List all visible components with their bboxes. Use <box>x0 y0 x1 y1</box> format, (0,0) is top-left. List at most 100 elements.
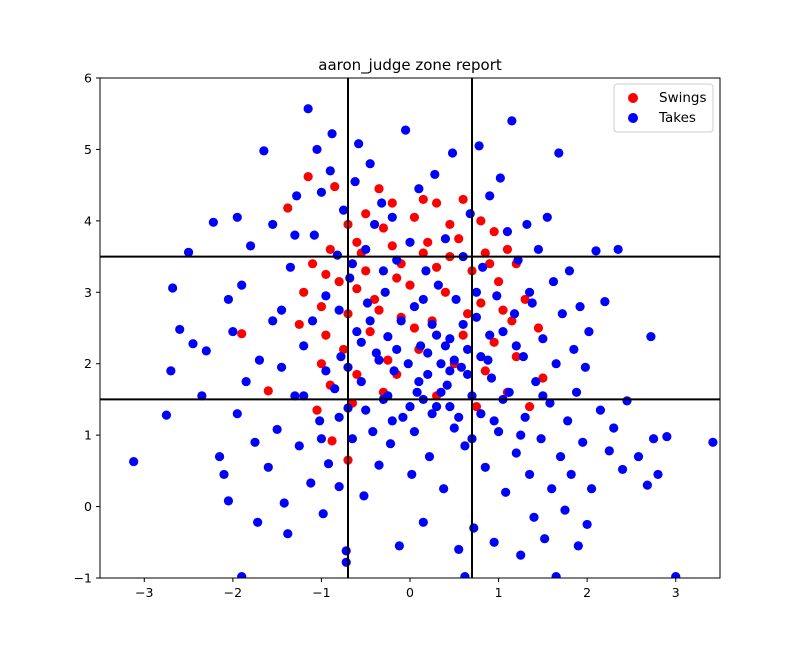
data-point-takes <box>569 344 579 355</box>
x-tick-label: 0 <box>406 585 414 600</box>
data-point-takes <box>352 326 362 337</box>
data-point-swings <box>409 212 420 222</box>
data-point-swings <box>480 366 490 376</box>
data-point-takes <box>354 139 364 149</box>
data-point-takes <box>600 296 610 307</box>
data-point-takes <box>575 301 585 312</box>
data-point-takes <box>371 348 381 358</box>
data-point-takes <box>398 412 408 422</box>
data-point-takes <box>580 362 590 372</box>
data-point-swings <box>538 373 548 383</box>
data-point-takes <box>511 448 521 458</box>
data-point-takes <box>445 401 455 412</box>
data-point-takes <box>250 437 260 447</box>
data-point-swings <box>352 237 362 247</box>
data-point-takes <box>653 469 663 480</box>
data-point-takes <box>524 287 535 297</box>
data-point-swings <box>507 316 517 326</box>
data-point-takes <box>356 337 366 347</box>
data-point-takes <box>485 191 495 201</box>
data-point-takes <box>272 424 282 435</box>
data-point-takes <box>424 451 435 462</box>
data-point-takes <box>538 334 548 344</box>
data-point-swings <box>316 301 327 312</box>
data-point-swings <box>458 194 468 205</box>
data-point-takes <box>511 341 521 351</box>
data-point-takes <box>454 412 464 422</box>
data-point-takes <box>447 148 458 158</box>
data-point-takes <box>318 509 328 519</box>
data-point-takes <box>509 309 520 319</box>
data-point-swings <box>283 203 293 213</box>
data-point-swings <box>325 244 335 255</box>
data-point-takes <box>633 451 644 462</box>
data-point-takes <box>294 441 304 451</box>
data-point-takes <box>440 341 451 351</box>
data-point-takes <box>566 469 576 480</box>
data-point-takes <box>387 416 397 426</box>
data-point-swings <box>493 276 504 287</box>
data-point-takes <box>374 355 384 365</box>
data-point-takes <box>334 481 344 492</box>
data-point-swings <box>462 309 473 319</box>
data-point-takes <box>369 219 380 230</box>
data-point-takes <box>489 416 499 426</box>
data-point-takes <box>613 244 623 255</box>
data-point-swings <box>392 273 402 283</box>
data-point-takes <box>334 305 344 315</box>
data-point-swings <box>502 244 513 255</box>
data-point-takes <box>276 362 287 372</box>
data-point-takes <box>485 330 495 340</box>
data-point-takes <box>188 339 198 349</box>
data-point-takes <box>197 391 207 401</box>
data-point-takes <box>237 571 247 578</box>
data-point-swings <box>405 280 415 290</box>
data-point-takes <box>283 529 293 539</box>
data-point-takes <box>361 405 371 415</box>
data-point-takes <box>442 380 452 390</box>
data-point-takes <box>356 376 366 387</box>
data-point-takes <box>460 571 470 578</box>
data-point-takes <box>290 391 300 401</box>
data-point-takes <box>232 212 242 222</box>
data-point-takes <box>214 451 225 462</box>
data-point-takes <box>259 146 269 156</box>
data-point-takes <box>531 376 541 387</box>
data-point-takes <box>368 426 378 437</box>
data-point-takes <box>436 387 446 397</box>
data-point-takes <box>307 316 318 326</box>
y-tick-label: 6 <box>84 71 92 86</box>
data-point-takes <box>334 412 344 422</box>
data-point-swings <box>374 184 384 194</box>
data-point-takes <box>456 362 466 372</box>
data-point-takes <box>595 405 606 415</box>
data-point-takes <box>460 441 470 451</box>
data-point-swings <box>418 248 428 258</box>
data-point-swings <box>321 269 331 280</box>
data-point-takes <box>409 301 420 312</box>
data-point-swings <box>378 223 389 233</box>
data-point-swings <box>316 359 327 369</box>
data-point-takes <box>321 291 331 301</box>
data-point-takes <box>586 484 597 494</box>
data-point-takes <box>498 326 508 337</box>
data-point-takes <box>299 341 309 351</box>
data-point-takes <box>542 212 552 222</box>
data-point-takes <box>642 480 652 490</box>
data-point-takes <box>407 469 417 480</box>
data-point-swings <box>307 259 318 269</box>
data-point-takes <box>622 396 632 406</box>
data-point-takes <box>520 412 530 422</box>
data-point-takes <box>232 409 242 419</box>
data-point-takes <box>554 148 564 158</box>
data-point-takes <box>394 541 404 551</box>
data-point-takes <box>557 309 567 319</box>
data-point-takes <box>551 571 561 578</box>
data-point-takes <box>430 169 440 180</box>
data-point-swings <box>524 401 535 412</box>
data-point-takes <box>495 173 505 183</box>
data-point-takes <box>551 359 561 369</box>
data-point-takes <box>414 376 424 387</box>
data-point-takes <box>427 409 437 419</box>
data-point-takes <box>396 316 406 326</box>
